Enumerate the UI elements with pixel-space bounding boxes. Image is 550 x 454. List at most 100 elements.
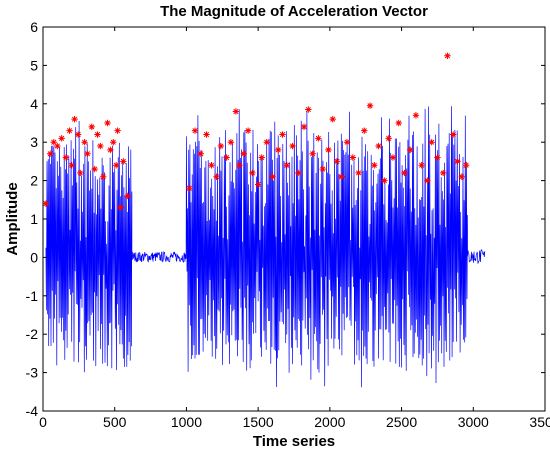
y-tick-label: -4 xyxy=(26,403,39,419)
y-tick-label: 1 xyxy=(30,211,38,227)
peak-marker xyxy=(325,146,332,154)
x-tick-label: 3500 xyxy=(529,414,550,430)
peak-marker xyxy=(62,154,70,161)
x-tick-label: 3000 xyxy=(458,414,489,430)
y-tick-label: 3 xyxy=(30,134,38,150)
peak-marker xyxy=(46,150,54,157)
peak-marker xyxy=(263,139,270,146)
peak-marker xyxy=(54,142,61,150)
peak-marker xyxy=(232,108,240,115)
peak-marker xyxy=(94,131,101,138)
peak-marker xyxy=(240,150,247,157)
peak-marker xyxy=(74,131,82,138)
x-tick-label: 2500 xyxy=(386,414,417,430)
peak-marker xyxy=(395,119,402,127)
peak-marker xyxy=(112,162,120,169)
peak-marker xyxy=(381,177,388,184)
peak-marker xyxy=(100,173,107,180)
peak-marker xyxy=(375,142,382,150)
peak-marker xyxy=(279,131,286,138)
peak-marker xyxy=(275,146,282,154)
peak-marker xyxy=(295,169,302,177)
peak-marker xyxy=(300,123,308,131)
peak-marker xyxy=(197,150,204,157)
y-tick-label: 6 xyxy=(30,19,38,35)
peak-marker xyxy=(343,139,351,146)
peak-marker xyxy=(81,139,88,146)
peak-marker xyxy=(333,158,341,165)
peak-marker xyxy=(361,127,368,134)
peak-marker xyxy=(244,127,252,134)
peak-marker xyxy=(77,169,84,177)
peak-marker xyxy=(254,181,262,188)
peak-marker xyxy=(366,102,374,109)
peak-marker xyxy=(223,154,230,161)
y-tick-label: 4 xyxy=(30,96,38,112)
peak-marker xyxy=(338,173,345,180)
peak-marker xyxy=(389,154,397,161)
peak-marker xyxy=(91,165,98,173)
peak-marker xyxy=(191,127,199,134)
peak-marker xyxy=(371,162,378,169)
peak-marker xyxy=(120,158,127,165)
peak-marker xyxy=(269,173,276,180)
peak-marker xyxy=(424,177,431,184)
peak-marker xyxy=(110,139,117,146)
peak-marker xyxy=(186,185,193,192)
peak-marker xyxy=(58,135,65,142)
chart-title: The Magnitude of Acceleration Vector xyxy=(160,3,428,20)
y-tick-label: 0 xyxy=(30,249,38,265)
y-tick-label: -3 xyxy=(26,365,39,381)
x-tick-label: 1500 xyxy=(243,414,274,430)
peak-marker xyxy=(428,139,435,146)
peak-marker xyxy=(71,115,78,123)
y-tick-label: 2 xyxy=(30,173,38,189)
x-tick-label: 1000 xyxy=(171,414,202,430)
y-tick-label: 5 xyxy=(30,57,38,73)
peak-marker xyxy=(315,135,322,142)
x-tick-label: 0 xyxy=(39,414,47,430)
peak-marker xyxy=(450,131,457,138)
x-tick-label: 500 xyxy=(103,414,127,430)
peak-marker xyxy=(439,169,447,177)
y-tick-label: -2 xyxy=(26,326,39,342)
peak-marker xyxy=(454,158,461,165)
peak-marker xyxy=(236,162,243,169)
peak-marker xyxy=(283,162,291,169)
peak-marker xyxy=(329,115,336,123)
peak-marker xyxy=(213,173,220,180)
peak-marker xyxy=(97,142,104,150)
peak-marker xyxy=(406,146,414,154)
peak-marker xyxy=(349,154,357,161)
peak-marker xyxy=(124,192,131,200)
peak-marker xyxy=(66,127,73,134)
peak-marker xyxy=(309,150,316,157)
peak-marker xyxy=(107,146,114,154)
peak-marker xyxy=(412,112,420,119)
peak-marker xyxy=(305,106,312,113)
peak-marker xyxy=(289,142,296,150)
peak-marker xyxy=(50,139,57,146)
peak-marker xyxy=(458,173,466,180)
peak-marker xyxy=(249,169,256,177)
y-tick-label: -1 xyxy=(26,288,39,304)
peak-marker xyxy=(117,204,124,211)
peak-marker xyxy=(42,200,50,207)
peak-marker xyxy=(401,169,408,177)
peak-marker xyxy=(208,162,215,169)
peak-marker xyxy=(203,131,210,138)
peak-marker xyxy=(88,123,95,131)
peak-marker xyxy=(258,154,265,161)
peak-marker xyxy=(319,165,326,173)
peak-marker xyxy=(462,162,470,169)
x-tick-label: 2000 xyxy=(314,414,345,430)
peak-marker xyxy=(385,135,392,142)
x-axis-label: Time series xyxy=(253,433,335,450)
peak-marker xyxy=(418,162,425,169)
peak-marker xyxy=(227,139,235,146)
peak-marker xyxy=(114,127,121,134)
peak-marker xyxy=(434,154,441,161)
signal-line xyxy=(45,106,486,388)
